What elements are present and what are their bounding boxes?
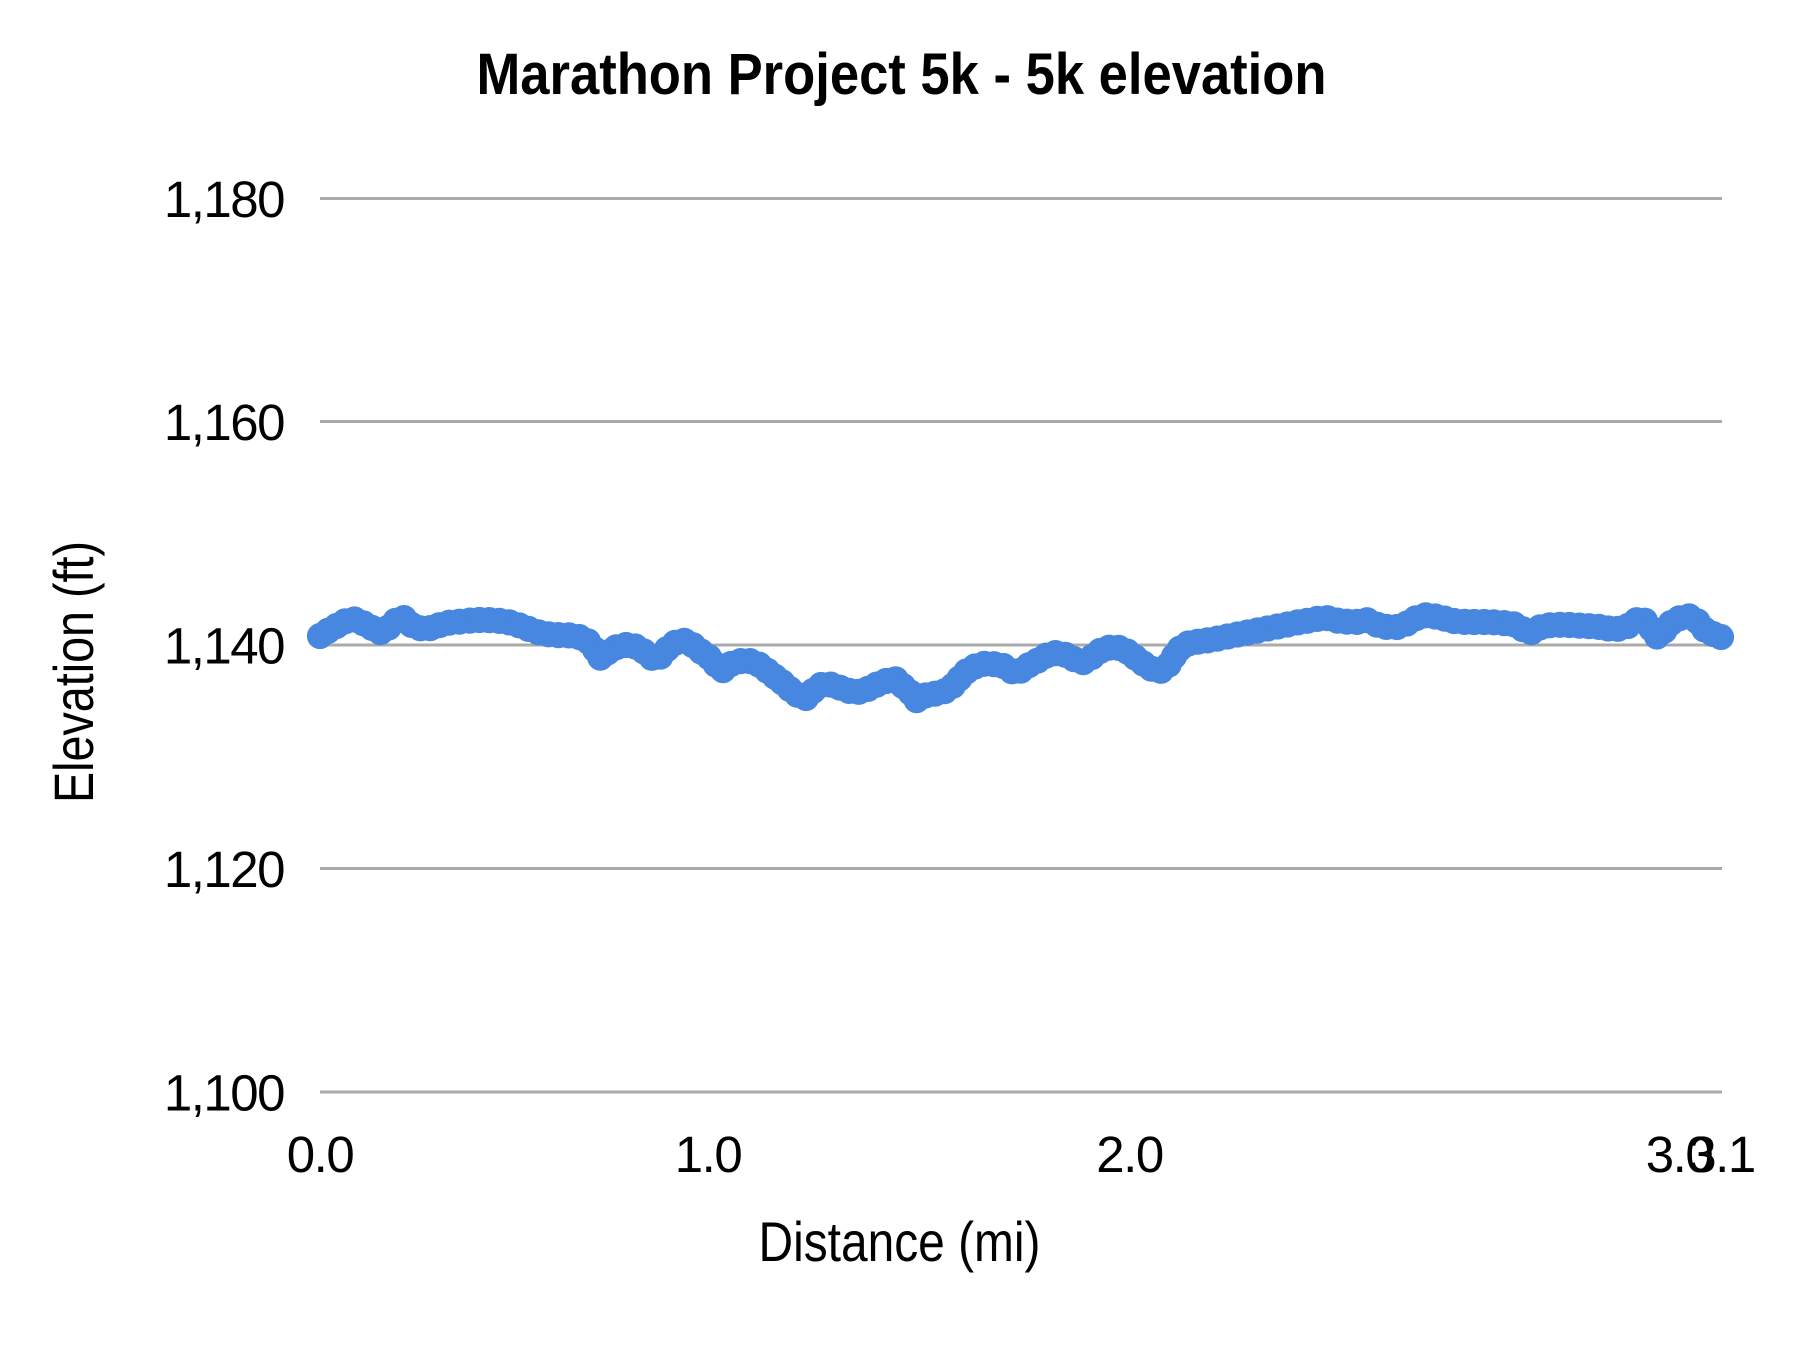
- svg-text:1.0: 1.0: [675, 1126, 742, 1183]
- svg-text:2.0: 2.0: [1096, 1126, 1163, 1183]
- svg-text:3.1: 3.1: [1688, 1126, 1754, 1183]
- svg-text:Elevation (ft): Elevation (ft): [42, 541, 105, 803]
- svg-text:0.0: 0.0: [287, 1126, 354, 1183]
- svg-text:1,160: 1,160: [164, 394, 284, 451]
- svg-text:3.0: 3.0: [1646, 1126, 1713, 1183]
- svg-text:Distance (mi): Distance (mi): [759, 1210, 1041, 1273]
- svg-text:1,120: 1,120: [164, 841, 284, 898]
- svg-text:1,180: 1,180: [164, 171, 284, 228]
- svg-text:Marathon Project 5k - 5k eleva: Marathon Project 5k - 5k elevation: [477, 42, 1327, 107]
- svg-text:1,100: 1,100: [164, 1065, 284, 1122]
- svg-text:1,140: 1,140: [164, 618, 284, 675]
